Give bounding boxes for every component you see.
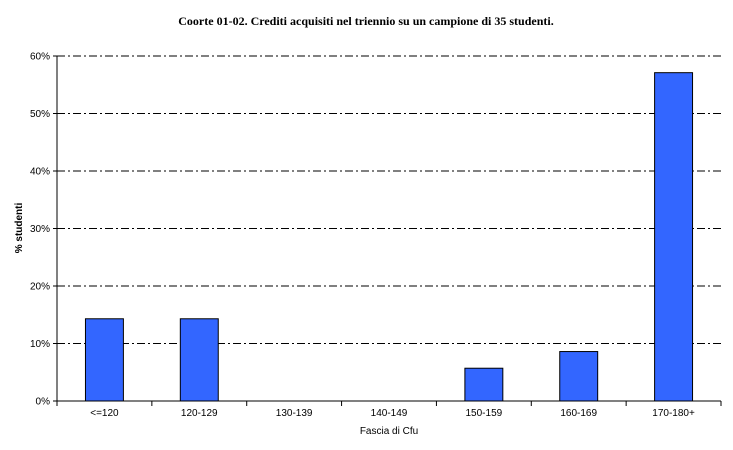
x-axis-label: Fascia di Cfu — [360, 426, 418, 437]
x-tick-label: 150-159 — [466, 408, 503, 419]
y-tick-label: 20% — [30, 282, 50, 293]
y-tick-label: 50% — [30, 109, 50, 120]
x-tick-label: 120-129 — [181, 408, 218, 419]
y-tick-label: 60% — [30, 52, 50, 63]
x-tick-label: 170-180+ — [652, 408, 695, 419]
y-tick-label: 10% — [30, 339, 50, 350]
gridlines — [57, 55, 721, 344]
bar-120-129 — [179, 318, 219, 402]
chart-title: Coorte 01-02. Crediti acquisiti nel trie… — [178, 14, 553, 28]
x-tick-label: <=120 — [90, 408, 119, 419]
bars — [84, 72, 694, 402]
x-tick-label: 160-169 — [560, 408, 597, 419]
y-axis-label: % studenti — [14, 203, 25, 254]
y-tick-label: 40% — [30, 167, 50, 178]
bar-160-169 — [559, 351, 599, 402]
x-tick-label: 140-149 — [371, 408, 408, 419]
y-tick-label: 30% — [30, 224, 50, 235]
bar-<=120 — [84, 318, 124, 402]
y-ticks: 0% 10% 20% 30% 40% 50% 60% — [30, 52, 57, 408]
x-ticks: <=120 120-129 130-139 140-149 150-159 160-169… — [56, 401, 722, 419]
bar-170-180+ — [654, 72, 694, 402]
y-tick-label: 0% — [36, 397, 51, 408]
x-tick-label: 130-139 — [276, 408, 313, 419]
bar-150-159 — [464, 367, 504, 402]
